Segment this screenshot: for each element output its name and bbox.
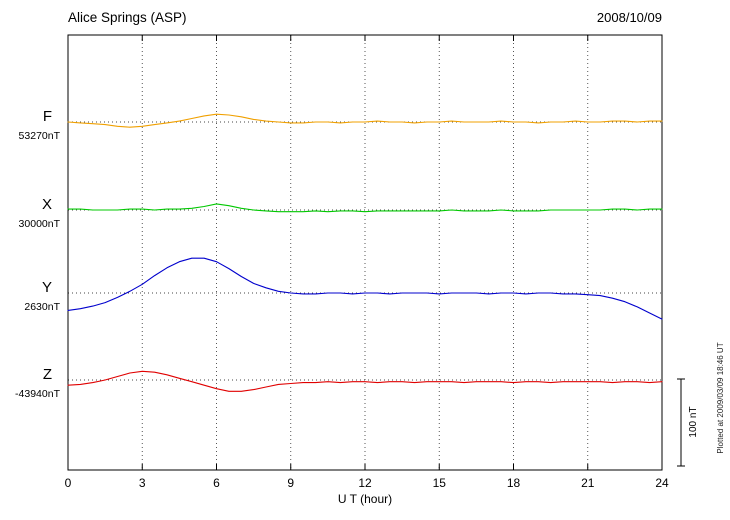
trace-y (67, 257, 663, 320)
plot-frame (67, 34, 663, 471)
scale-bar-label: 100 nT (688, 406, 699, 437)
trace-z (67, 370, 663, 392)
x-tick-label: 24 (655, 476, 669, 490)
series-label-z: Z (43, 366, 52, 383)
series-baseline-y: 2630nT (24, 301, 60, 313)
scale-bar: 100 nT (677, 378, 699, 467)
plot-border (67, 34, 663, 471)
x-tick-labels: 0 3 6 9 12 15 18 21 24 (65, 476, 669, 490)
traces (67, 113, 663, 392)
x-tick-label: 12 (358, 476, 372, 490)
series-label-f: F (43, 108, 52, 125)
series-label-x: X (42, 196, 52, 213)
x-tick-label: 15 (433, 476, 447, 490)
x-tick-label: 3 (139, 476, 146, 490)
x-tick-label: 0 (65, 476, 72, 490)
grid-lines (68, 35, 662, 470)
x-tick-label: 6 (213, 476, 220, 490)
series-baseline-x: 30000nT (19, 218, 61, 230)
series-label-y: Y (42, 279, 52, 296)
x-tick-label: 18 (507, 476, 521, 490)
x-tick-label: 9 (287, 476, 294, 490)
chart-date: 2008/10/09 (597, 10, 662, 25)
series-baseline-z: -43940nT (15, 388, 61, 400)
trace-f (67, 113, 663, 128)
station-title: Alice Springs (ASP) (68, 10, 187, 25)
plotted-at-note: Plotted at 2009/03/09 18:46 UT (716, 342, 725, 453)
x-axis-label: U T (hour) (338, 492, 392, 506)
trace-x (67, 203, 663, 213)
x-tick-label: 21 (581, 476, 595, 490)
series-baseline-f: 53270nT (19, 130, 61, 142)
